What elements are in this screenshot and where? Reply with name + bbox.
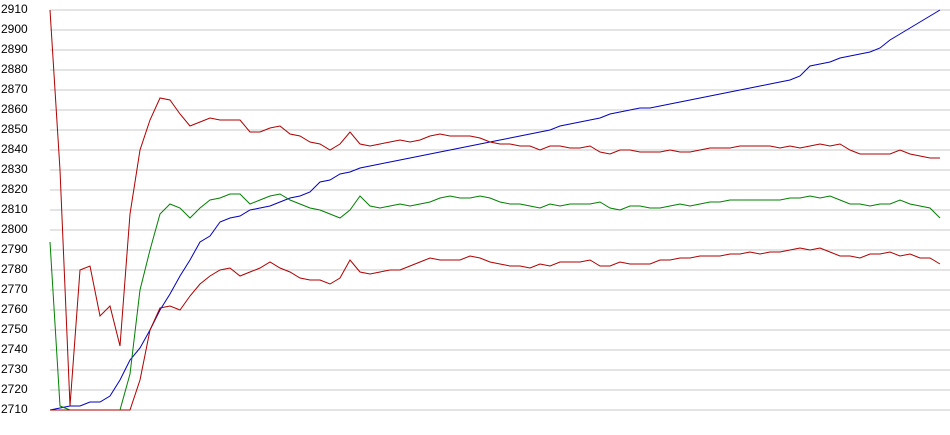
line-series: [49, 9, 940, 407]
y-tick-label: 2760: [1, 302, 28, 316]
y-tick-label: 2710: [1, 402, 28, 416]
y-tick-label: 2830: [1, 162, 28, 176]
y-tick-label: 2740: [1, 342, 28, 356]
y-tick-label: 2750: [1, 322, 28, 336]
y-tick-label: 2720: [1, 382, 28, 396]
y-tick-label: 2730: [1, 362, 28, 376]
line-series: [49, 9, 941, 411]
y-tick-label: 2890: [1, 42, 28, 56]
y-tick-label: 2910: [1, 2, 28, 16]
y-tick-label: 2810: [1, 202, 28, 216]
y-tick-label: 2820: [1, 182, 28, 196]
y-tick-label: 2900: [1, 22, 28, 36]
y-tick-label: 2870: [1, 82, 28, 96]
y-tick-label: 2850: [1, 122, 28, 136]
line-series: [50, 247, 941, 411]
y-tick-label: 2770: [1, 282, 28, 296]
y-tick-label: 2860: [1, 102, 28, 116]
y-tick-label: 2800: [1, 222, 28, 236]
y-tick-label: 2780: [1, 262, 28, 276]
line-series: [49, 193, 941, 411]
y-tick-label: 2840: [1, 142, 28, 156]
y-tick-label: 2880: [1, 62, 28, 76]
y-tick-label: 2790: [1, 242, 28, 256]
